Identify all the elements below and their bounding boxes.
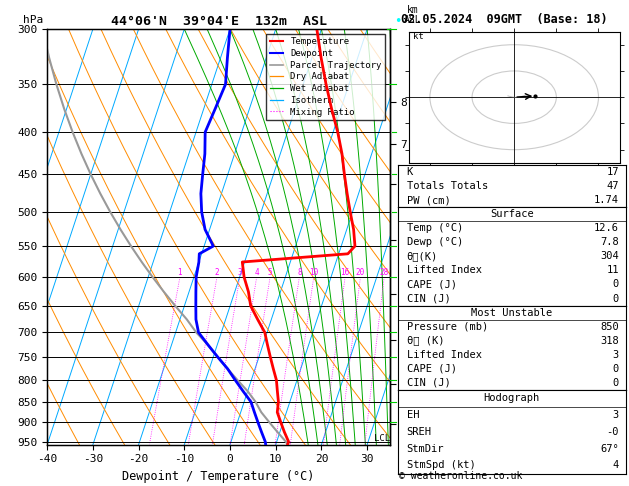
Text: 4: 4 (254, 268, 259, 277)
Text: 0: 0 (613, 364, 619, 374)
Text: Lifted Index: Lifted Index (407, 349, 482, 360)
Legend: Temperature, Dewpoint, Parcel Trajectory, Dry Adiabat, Wet Adiabat, Isotherm, Mi: Temperature, Dewpoint, Parcel Trajectory… (266, 34, 386, 120)
Text: 318: 318 (600, 336, 619, 346)
Text: Dewp (°C): Dewp (°C) (407, 237, 463, 247)
Text: Pressure (mb): Pressure (mb) (407, 322, 488, 331)
Text: Mixing Ratio (g/kg): Mixing Ratio (g/kg) (430, 181, 440, 293)
Text: PW (cm): PW (cm) (407, 195, 450, 205)
Text: 3: 3 (613, 410, 619, 420)
Title: 44°06'N  39°04'E  132m  ASL: 44°06'N 39°04'E 132m ASL (111, 15, 326, 28)
Text: © weatheronline.co.uk: © weatheronline.co.uk (399, 471, 522, 481)
Text: θᴇ(K): θᴇ(K) (407, 251, 438, 261)
Text: CIN (J): CIN (J) (407, 294, 450, 303)
Text: km
ASL: km ASL (403, 5, 421, 25)
Text: 0: 0 (613, 279, 619, 290)
Text: Hodograph: Hodograph (484, 393, 540, 403)
Text: 17: 17 (606, 167, 619, 177)
Text: 2: 2 (214, 268, 220, 277)
Text: 02.05.2024  09GMT  (Base: 18): 02.05.2024 09GMT (Base: 18) (401, 13, 608, 26)
Text: 67°: 67° (600, 444, 619, 453)
Text: K: K (407, 167, 413, 177)
Text: CIN (J): CIN (J) (407, 378, 450, 388)
Text: CAPE (J): CAPE (J) (407, 364, 457, 374)
Text: Temp (°C): Temp (°C) (407, 224, 463, 233)
Text: 3: 3 (613, 349, 619, 360)
Text: θᴇ (K): θᴇ (K) (407, 336, 444, 346)
Text: Surface: Surface (490, 209, 533, 219)
Text: SREH: SREH (407, 427, 431, 437)
Text: 8: 8 (297, 268, 302, 277)
Text: 0: 0 (613, 378, 619, 388)
Text: 4: 4 (613, 460, 619, 470)
Text: -0: -0 (606, 427, 619, 437)
Text: Most Unstable: Most Unstable (471, 308, 552, 317)
Text: 304: 304 (600, 251, 619, 261)
Text: •: • (394, 16, 401, 28)
Text: 10: 10 (309, 268, 318, 277)
Text: 12.6: 12.6 (594, 224, 619, 233)
Text: 0: 0 (613, 294, 619, 303)
Text: Lifted Index: Lifted Index (407, 265, 482, 276)
X-axis label: Dewpoint / Temperature (°C): Dewpoint / Temperature (°C) (123, 470, 314, 483)
Text: StmSpd (kt): StmSpd (kt) (407, 460, 476, 470)
Text: LCL: LCL (374, 434, 390, 444)
Text: StmDir: StmDir (407, 444, 444, 453)
Text: 16: 16 (340, 268, 350, 277)
Text: 7.8: 7.8 (600, 237, 619, 247)
Text: Totals Totals: Totals Totals (407, 181, 488, 191)
Text: CAPE (J): CAPE (J) (407, 279, 457, 290)
Text: 5: 5 (268, 268, 272, 277)
Text: 3: 3 (238, 268, 242, 277)
Text: EH: EH (407, 410, 419, 420)
Text: 20: 20 (356, 268, 365, 277)
Text: 1.74: 1.74 (594, 195, 619, 205)
Text: hPa: hPa (23, 15, 43, 25)
Text: 28: 28 (379, 268, 389, 277)
Text: kt: kt (413, 33, 424, 41)
Text: 47: 47 (606, 181, 619, 191)
Text: 850: 850 (600, 322, 619, 331)
Text: 11: 11 (606, 265, 619, 276)
Text: 1: 1 (177, 268, 182, 277)
